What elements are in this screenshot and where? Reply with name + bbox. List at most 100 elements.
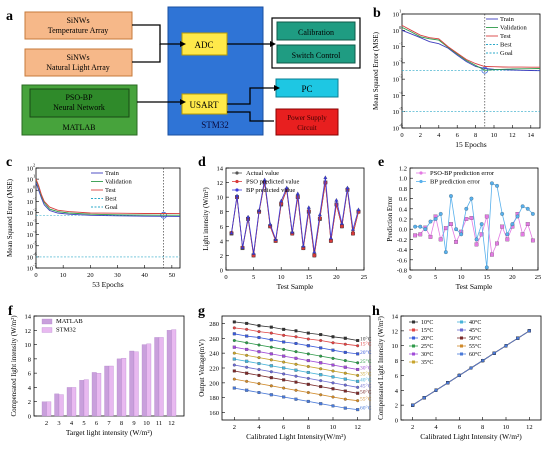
chart-e-ytick-label: 0.6	[399, 196, 408, 203]
chart-g-point	[319, 373, 323, 377]
arrowhead-pc	[274, 85, 280, 91]
chart-e-point	[418, 232, 423, 237]
chart-g-xtick-label: 6	[282, 424, 286, 431]
chart-g-point	[257, 373, 261, 377]
chart-g-point	[269, 325, 273, 329]
chart-g-point	[232, 320, 236, 324]
chart-b-legend-label: Best	[500, 42, 512, 49]
chart-g-xtick-label: 8	[307, 424, 310, 431]
chart-f: 0 2 4 6 8 10 12 14 2 3 4 5 6 7 8 9 10 11 12 Target light in…	[10, 314, 185, 437]
chart-c-xtick-label: 50	[169, 272, 176, 279]
chart-e-legend-marker	[419, 171, 423, 175]
chart-g-point	[269, 364, 273, 368]
chart-b-ytick-label: 10	[393, 93, 400, 100]
chart-g-point	[245, 379, 249, 383]
chart-b-ytick-exp: -4	[399, 90, 403, 95]
chart-g-point	[331, 341, 335, 345]
chart-b-series-line	[401, 26, 541, 71]
chart-c-ytick-label: 10	[27, 210, 34, 217]
chart-g: 160 180 200 220 240 260 280 2 4 6 8 10 12 Calibrated …	[198, 315, 372, 441]
chart-g-ytick-label: 260	[209, 336, 219, 343]
chart-d-point	[240, 245, 245, 249]
chart-d: 0 2 4 6 8 10 12 14 0 5 10 15 20 25 Test Sample Light in…	[202, 166, 367, 292]
chart-g-point	[269, 338, 273, 342]
chart-g-point	[306, 359, 310, 363]
chart-e-xtick-label: 0	[408, 274, 411, 281]
chart-g-point	[356, 379, 360, 383]
chart-g-point	[245, 347, 249, 351]
chart-g-ylabel: Output Voltage(mV)	[198, 339, 206, 397]
chart-g-ytick-label: 200	[209, 380, 219, 387]
chart-h-point	[527, 329, 531, 333]
chart-h-legend-marker	[460, 336, 463, 340]
chart-h-xtick-label: 12	[526, 424, 533, 431]
chart-f-xtick-label: 11	[156, 420, 162, 427]
chart-b-ytick-label: 10	[393, 44, 400, 51]
chart-e-point	[530, 211, 535, 216]
chart-e-point	[474, 242, 479, 247]
chart-g-point	[343, 365, 347, 369]
chart-g-point	[257, 350, 261, 354]
chart-g-point	[319, 346, 323, 350]
chart-g-series-label: 30°C	[360, 364, 372, 371]
chart-h-legend-marker	[460, 344, 463, 348]
chart-e-point	[490, 252, 494, 257]
chart-f-ytick-label: 0	[28, 414, 31, 421]
chart-g-point	[282, 347, 286, 351]
chart-h-ytick-label: 8	[395, 358, 398, 365]
chart-b-ytick-exp: -6	[399, 123, 403, 128]
chart-g-point	[282, 333, 286, 337]
chart-g-point	[319, 379, 323, 383]
chart-c-ytick-label: 10	[27, 166, 34, 173]
chart-c-ytick-label: 10	[27, 243, 34, 250]
chart-e-point	[438, 237, 443, 242]
chart-d-point	[339, 221, 344, 225]
chart-e-point	[469, 216, 474, 220]
chart-g-point	[232, 339, 236, 343]
chart-h-point	[446, 381, 450, 385]
chart-d-point	[351, 231, 355, 236]
chart-c-ytick-label: 10	[27, 188, 34, 195]
chart-f-xtick-label: 8	[120, 420, 123, 427]
arrow-usart-to-pc	[227, 87, 274, 105]
chart-d-point	[350, 227, 355, 231]
chart-h-legend-label: 20°C	[421, 335, 433, 342]
chart-h-point	[422, 396, 426, 400]
chart-d-point	[257, 208, 262, 212]
chart-g-point	[269, 393, 273, 397]
chart-f-ytick-label: 12	[25, 328, 32, 335]
chart-e-point	[449, 194, 453, 198]
chart-f-xtick-label: 12	[168, 420, 175, 427]
chart-g-point	[282, 366, 286, 370]
chart-d-point	[235, 193, 240, 198]
chart-g-point	[269, 376, 273, 380]
chart-h-xlabel: Calibrated Light Intensity (W/m²)	[420, 432, 522, 441]
chart-f-bar	[121, 357, 127, 417]
chart-g-xlabel: Calibrated Light Intensity(W/m²)	[246, 432, 346, 441]
pso-bp-block	[29, 88, 130, 118]
chart-f-bar	[71, 387, 77, 417]
chart-d-xtick-label: 10	[278, 274, 285, 281]
chart-h-legend-marker	[412, 344, 415, 348]
panel-label-e: e	[378, 155, 384, 170]
chart-g-point	[257, 362, 261, 366]
chart-g-point	[294, 388, 298, 392]
chart-d-legend-marker	[235, 188, 239, 192]
chart-b-ytick-label: 10	[393, 109, 400, 116]
chart-b-series-line	[401, 25, 540, 68]
chart-e-point	[428, 234, 433, 239]
chart-e-point	[484, 214, 489, 219]
chart-e-legend-label: BP prediction error	[430, 179, 481, 186]
chart-g-point	[331, 348, 335, 352]
chart-d-point	[301, 243, 306, 248]
chart-g-point	[331, 375, 335, 379]
chart-d-ylabel: Light intensity (W/m²)	[202, 187, 210, 251]
chart-d-xtick-label: 0	[224, 274, 227, 281]
chart-h-point	[469, 366, 473, 370]
chart-e-point	[500, 224, 505, 229]
chart-d-point	[328, 235, 333, 240]
chart-g-point	[319, 339, 323, 343]
chart-g-series-label: 55°C	[360, 396, 372, 403]
chart-g-point	[343, 371, 347, 375]
chart-g-ytick-label: 180	[209, 395, 219, 402]
